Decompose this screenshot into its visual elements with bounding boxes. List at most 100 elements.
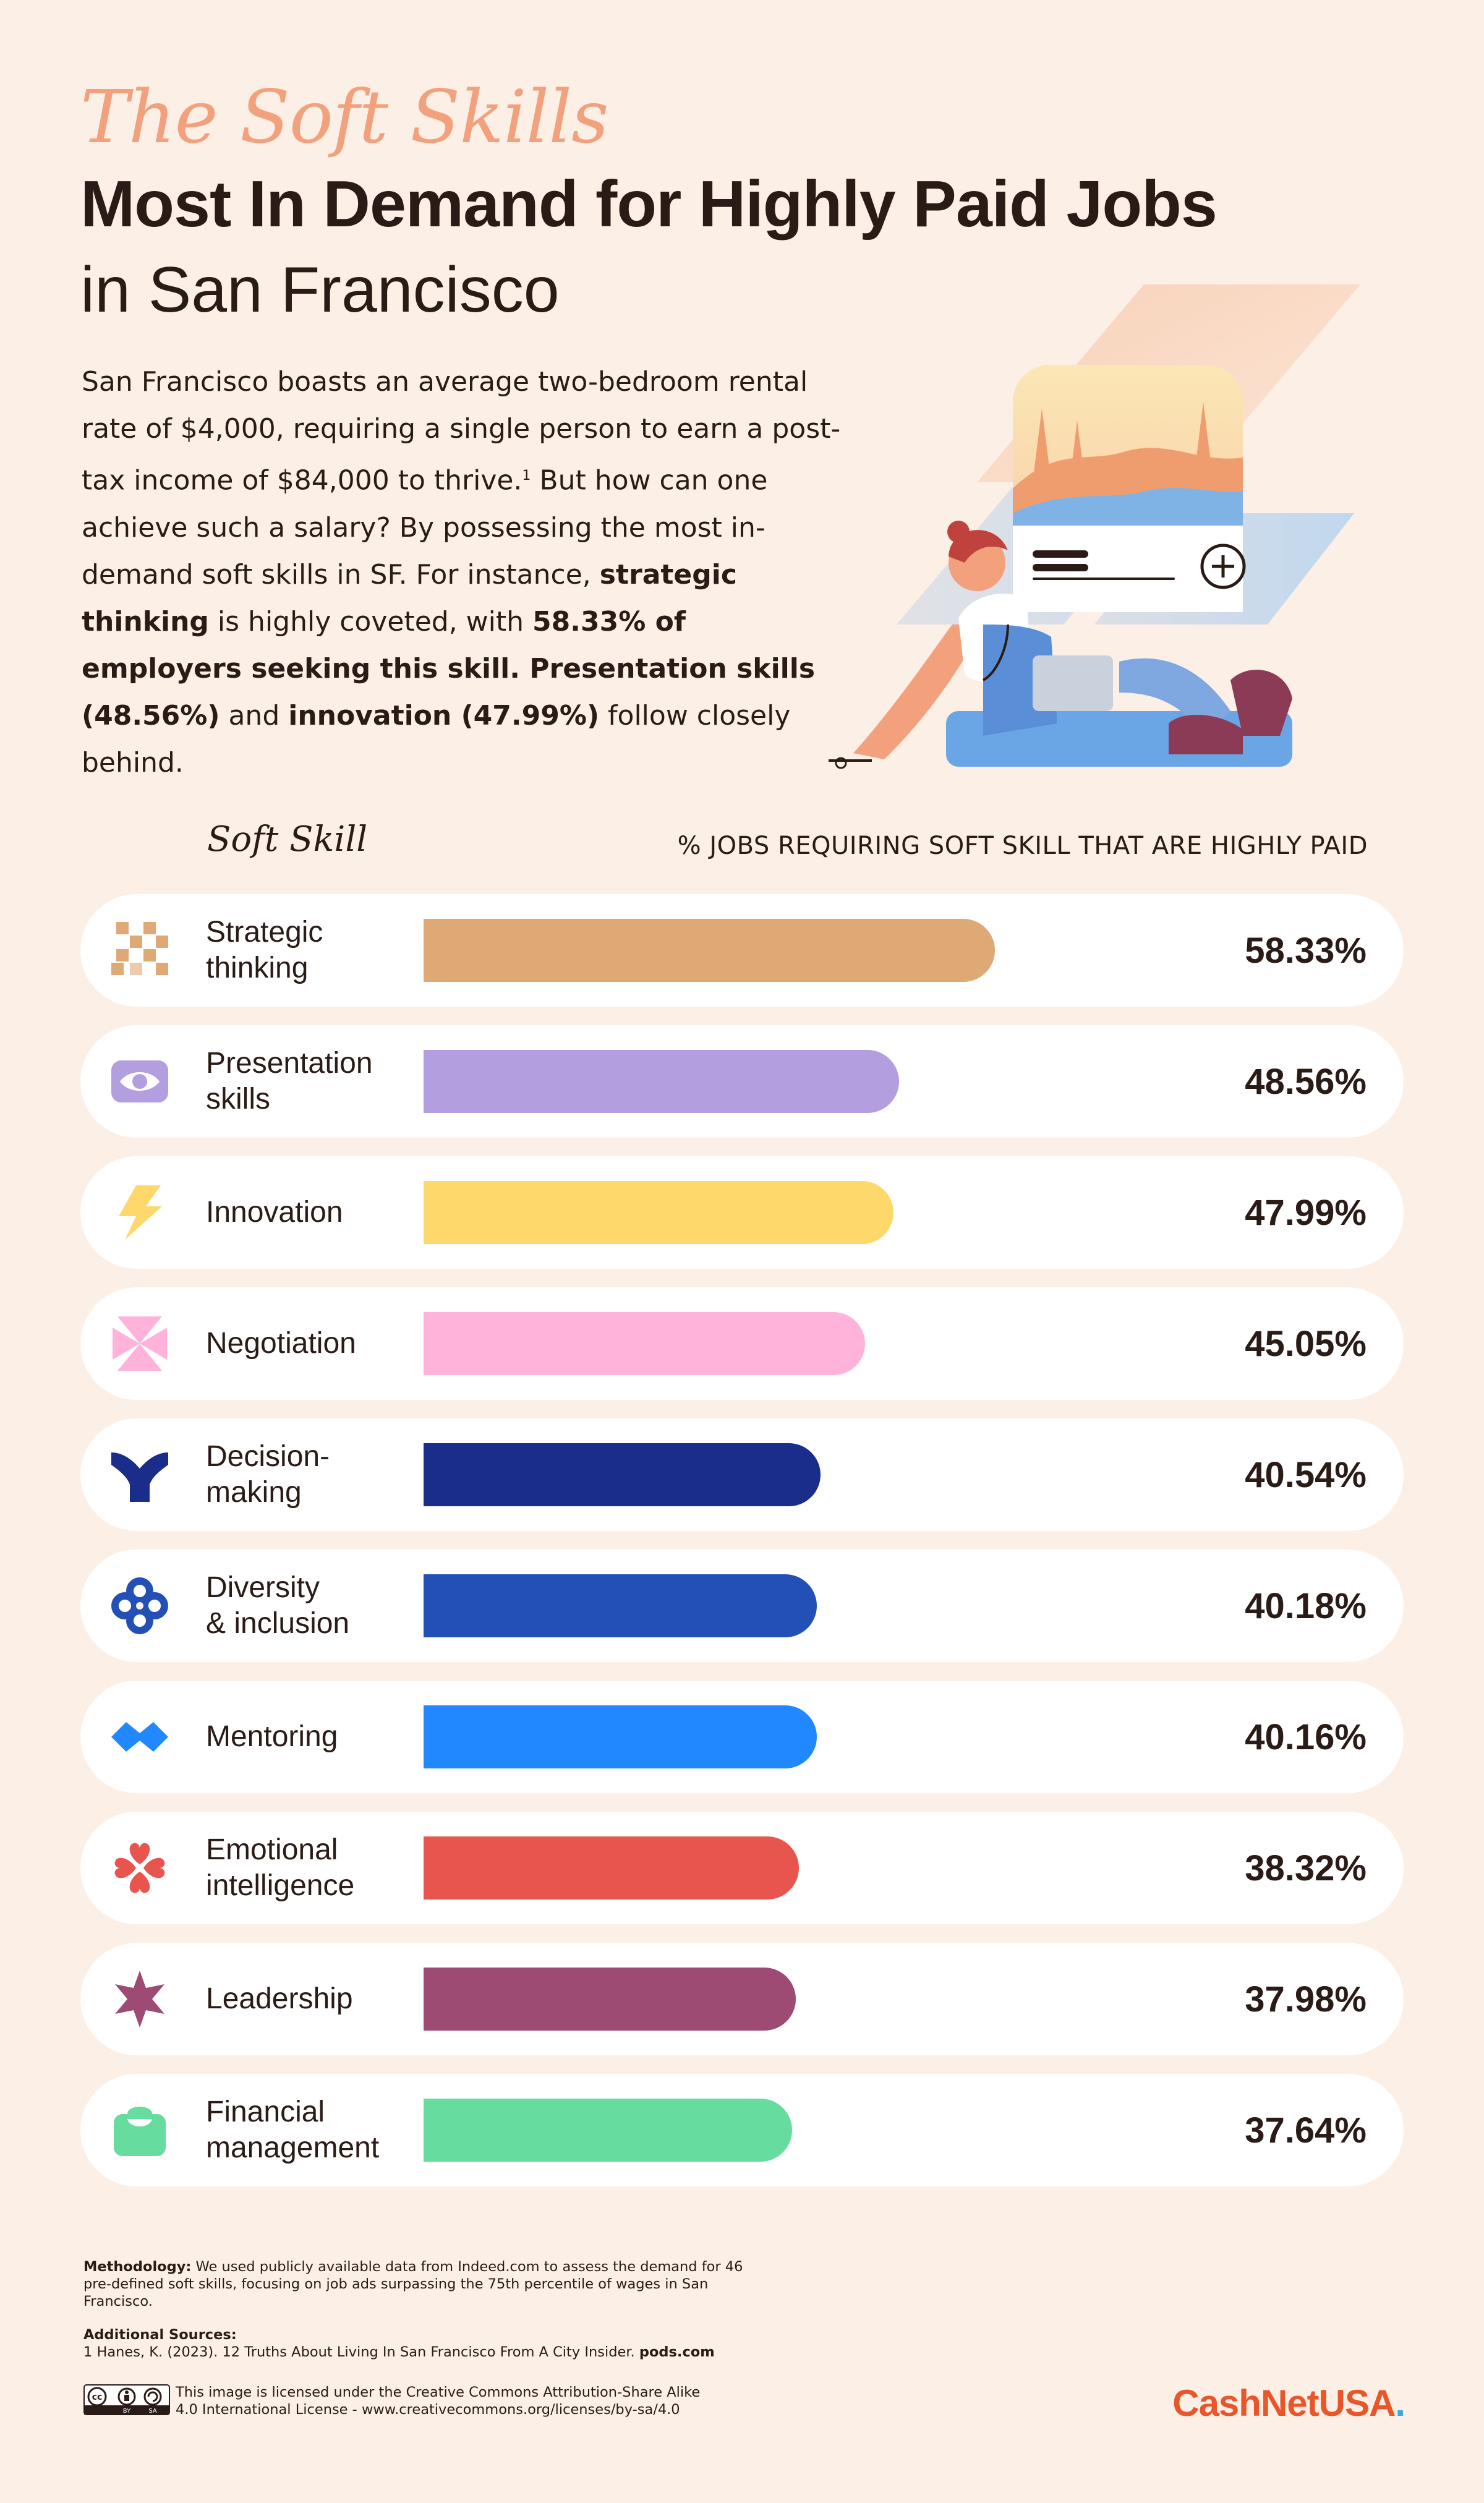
chart-row: Mentoring 40.16% bbox=[80, 1681, 1404, 1793]
methodology-text: We used publicly available data from Ind… bbox=[83, 2259, 743, 2309]
creative-commons-icon: cc BY SA bbox=[83, 2384, 170, 2415]
chart-value-label: 47.99% bbox=[1245, 1192, 1367, 1233]
intro-text: follow closely behind. bbox=[82, 699, 791, 778]
label-line: Mentoring bbox=[206, 1720, 338, 1753]
brand-dot: . bbox=[1395, 2382, 1405, 2424]
chart-row-label: Leadership bbox=[206, 1943, 410, 2055]
label-line: Strategic bbox=[206, 916, 323, 949]
chart-value-label: 40.54% bbox=[1245, 1454, 1367, 1495]
intro-text: and bbox=[220, 699, 289, 731]
chart-value-label: 58.33% bbox=[1245, 930, 1367, 971]
intro-text: San Francisco boasts an average two-bedr… bbox=[82, 366, 841, 497]
chart-row-label: Strategic thinking bbox=[206, 894, 410, 1007]
star-icon bbox=[115, 1971, 164, 2028]
chart-value-label: 45.05% bbox=[1245, 1323, 1367, 1364]
license-line: 4.0 International License - www.creative… bbox=[176, 2402, 680, 2418]
intro-bold: 58.33% of employers seeking this skill. … bbox=[82, 605, 816, 731]
label-line: making bbox=[206, 1476, 302, 1509]
chart-value-label: 37.98% bbox=[1245, 1979, 1367, 2019]
license-line: This image is licensed under the Creativ… bbox=[176, 2384, 701, 2400]
skills-bar-chart: Strategic thinking 58.33% Presentation ski… bbox=[80, 894, 1404, 2205]
sources-label: Additional Sources: bbox=[83, 2327, 237, 2343]
chart-bar bbox=[424, 1968, 796, 2031]
label-line: Presentation bbox=[206, 1047, 373, 1080]
chart-bar bbox=[424, 919, 995, 982]
chart-value-label: 37.64% bbox=[1245, 2110, 1367, 2151]
pinwheel-icon bbox=[113, 1316, 167, 1371]
intro-text: is highly coveted, with bbox=[208, 605, 533, 637]
eye-icon bbox=[111, 1060, 168, 1102]
lightning-icon bbox=[119, 1185, 162, 1240]
chart-bar bbox=[424, 1312, 865, 1375]
label-line: intelligence bbox=[206, 1869, 355, 1902]
cc-badge-sub2: SA bbox=[148, 2408, 157, 2415]
chart-row-label: Decision-making bbox=[206, 1418, 410, 1531]
footnote-mark: 1 bbox=[522, 468, 531, 484]
column-header-skill: Soft Skill bbox=[207, 819, 368, 859]
brand-logo: CashNetUSA. bbox=[1172, 2382, 1405, 2424]
brand-main: CashNet bbox=[1172, 2382, 1319, 2424]
chart-row: Emotional intelligence 38.32% bbox=[80, 1812, 1404, 1924]
chart-value-label: 38.32% bbox=[1245, 1848, 1367, 1888]
methodology-label: Methodology: bbox=[83, 2259, 192, 2275]
column-header-percent: % JOBS REQUIRING SOFT SKILL THAT ARE HIG… bbox=[677, 832, 1368, 860]
license-note: This image is licensed under the Creativ… bbox=[176, 2384, 794, 2418]
chart-row-label: Mentoring bbox=[206, 1681, 410, 1793]
page-title: Most In Demand for Highly Paid Jobs bbox=[80, 168, 1217, 241]
chart-value-label: 40.16% bbox=[1245, 1716, 1367, 1757]
label-line: Decision- bbox=[206, 1440, 330, 1473]
y-shape-icon bbox=[111, 1452, 168, 1502]
sources-text: 1 Hanes, K. (2023). 12 Truths About Livi… bbox=[83, 2344, 639, 2360]
chart-row-label: Emotional intelligence bbox=[206, 1812, 410, 1924]
chart-bar bbox=[424, 1050, 900, 1113]
label-line: Innovation bbox=[206, 1196, 343, 1229]
chart-bar bbox=[424, 2099, 793, 2162]
knot-icon bbox=[111, 1577, 168, 1634]
chart-row: Negotiation 45.05% bbox=[80, 1287, 1404, 1400]
chart-row: Decision-making 40.54% bbox=[80, 1418, 1404, 1531]
label-line: management bbox=[206, 2131, 380, 2164]
chart-value-label: 48.56% bbox=[1245, 1061, 1367, 1102]
chart-row: Strategic thinking 58.33% bbox=[80, 894, 1404, 1007]
brand-accent: USA bbox=[1318, 2382, 1396, 2424]
label-line: Leadership bbox=[206, 1982, 353, 2015]
chart-bar bbox=[424, 1443, 821, 1506]
double-diamond-icon bbox=[111, 1722, 168, 1752]
intro-bold: strategic thinking bbox=[82, 558, 737, 637]
chart-row-label: Innovation bbox=[206, 1156, 410, 1269]
label-line: thinking bbox=[206, 952, 309, 984]
intro-bold: innovation (47.99%) bbox=[288, 699, 600, 731]
wallet-icon bbox=[114, 2107, 166, 2156]
intro-paragraph: San Francisco boasts an average two-bedr… bbox=[82, 359, 848, 787]
sources-site: pods.com bbox=[639, 2344, 715, 2360]
chart-row: Innovation 47.99% bbox=[80, 1156, 1404, 1269]
chart-row: Presentation skills 48.56% bbox=[80, 1025, 1404, 1138]
script-title: The Soft Skills bbox=[80, 74, 609, 160]
chart-value-label: 40.18% bbox=[1245, 1585, 1367, 1626]
cc-badge-sub1: BY bbox=[123, 2408, 131, 2415]
label-line: skills bbox=[206, 1083, 270, 1115]
chart-bar bbox=[424, 1574, 817, 1637]
checkerboard-icon bbox=[111, 922, 168, 975]
label-line: Financial bbox=[206, 2096, 325, 2128]
cc-badge-text: cc bbox=[92, 2392, 103, 2402]
chart-row: Financial management 37.64% bbox=[80, 2074, 1404, 2186]
label-line: Negotiation bbox=[206, 1327, 356, 1360]
chart-row: Leadership 37.98% bbox=[80, 1943, 1404, 2055]
label-line: Emotional bbox=[206, 1833, 338, 1866]
chart-bar bbox=[424, 1836, 800, 1900]
chart-row-label: Diversity & inclusion bbox=[206, 1550, 410, 1662]
label-line: & inclusion bbox=[206, 1607, 350, 1640]
chart-row-label: Negotiation bbox=[206, 1287, 410, 1400]
chart-row: Diversity & inclusion 40.18% bbox=[80, 1550, 1404, 1662]
intro-text: But how can one achieve such a salary? B… bbox=[82, 464, 768, 591]
illustration-woman-laptop bbox=[829, 284, 1360, 769]
methodology-note: Methodology: We used publicly available … bbox=[83, 2258, 770, 2310]
chart-row-label: Financial management bbox=[206, 2074, 410, 2186]
chart-row-label: Presentation skills bbox=[206, 1025, 410, 1138]
chart-bar bbox=[424, 1181, 894, 1244]
chart-bar bbox=[424, 1705, 817, 1768]
hearts-clover-icon bbox=[114, 1843, 165, 1893]
page-subtitle: in San Francisco bbox=[80, 254, 560, 326]
sources-note: Additional Sources: 1 Hanes, K. (2023). 1… bbox=[83, 2326, 825, 2361]
